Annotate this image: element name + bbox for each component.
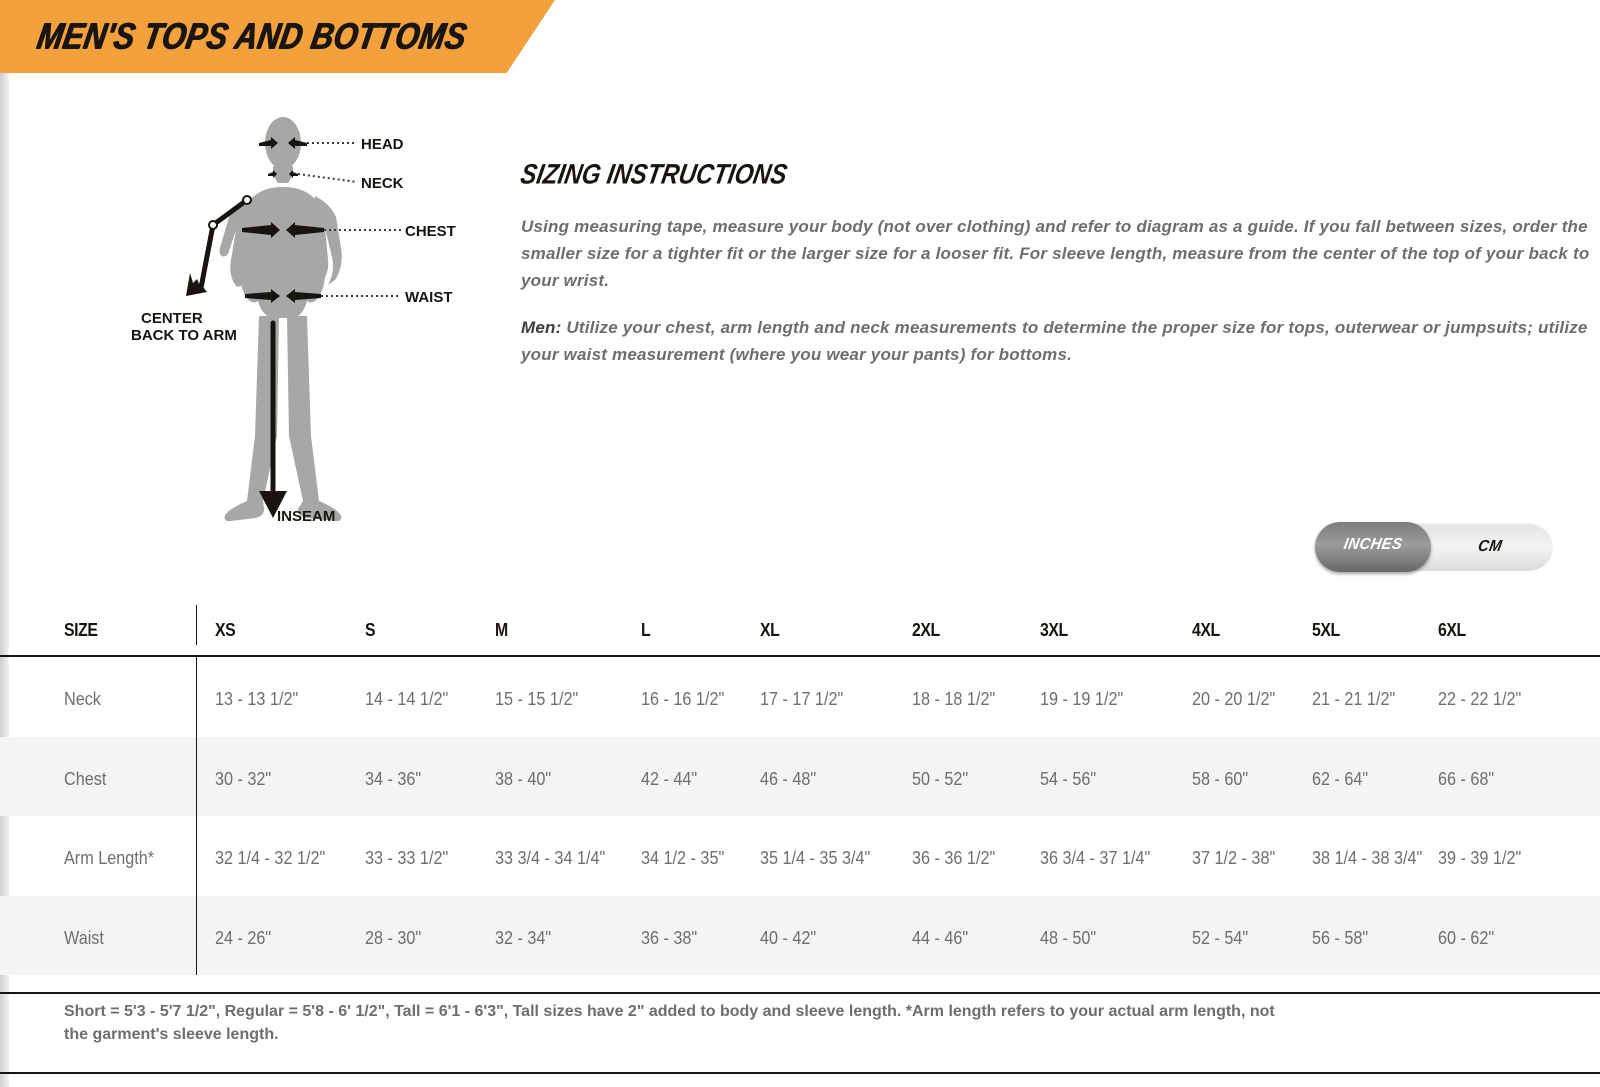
svg-text:INSEAM: INSEAM bbox=[277, 508, 335, 525]
svg-text:NECK: NECK bbox=[361, 175, 404, 192]
svg-text:CENTER: CENTER bbox=[141, 310, 203, 327]
svg-text:HEAD: HEAD bbox=[361, 136, 404, 153]
svg-text:WAIST: WAIST bbox=[405, 289, 453, 306]
svg-text:BACK TO ARM: BACK TO ARM bbox=[131, 327, 237, 344]
svg-text:CHEST: CHEST bbox=[405, 223, 456, 240]
